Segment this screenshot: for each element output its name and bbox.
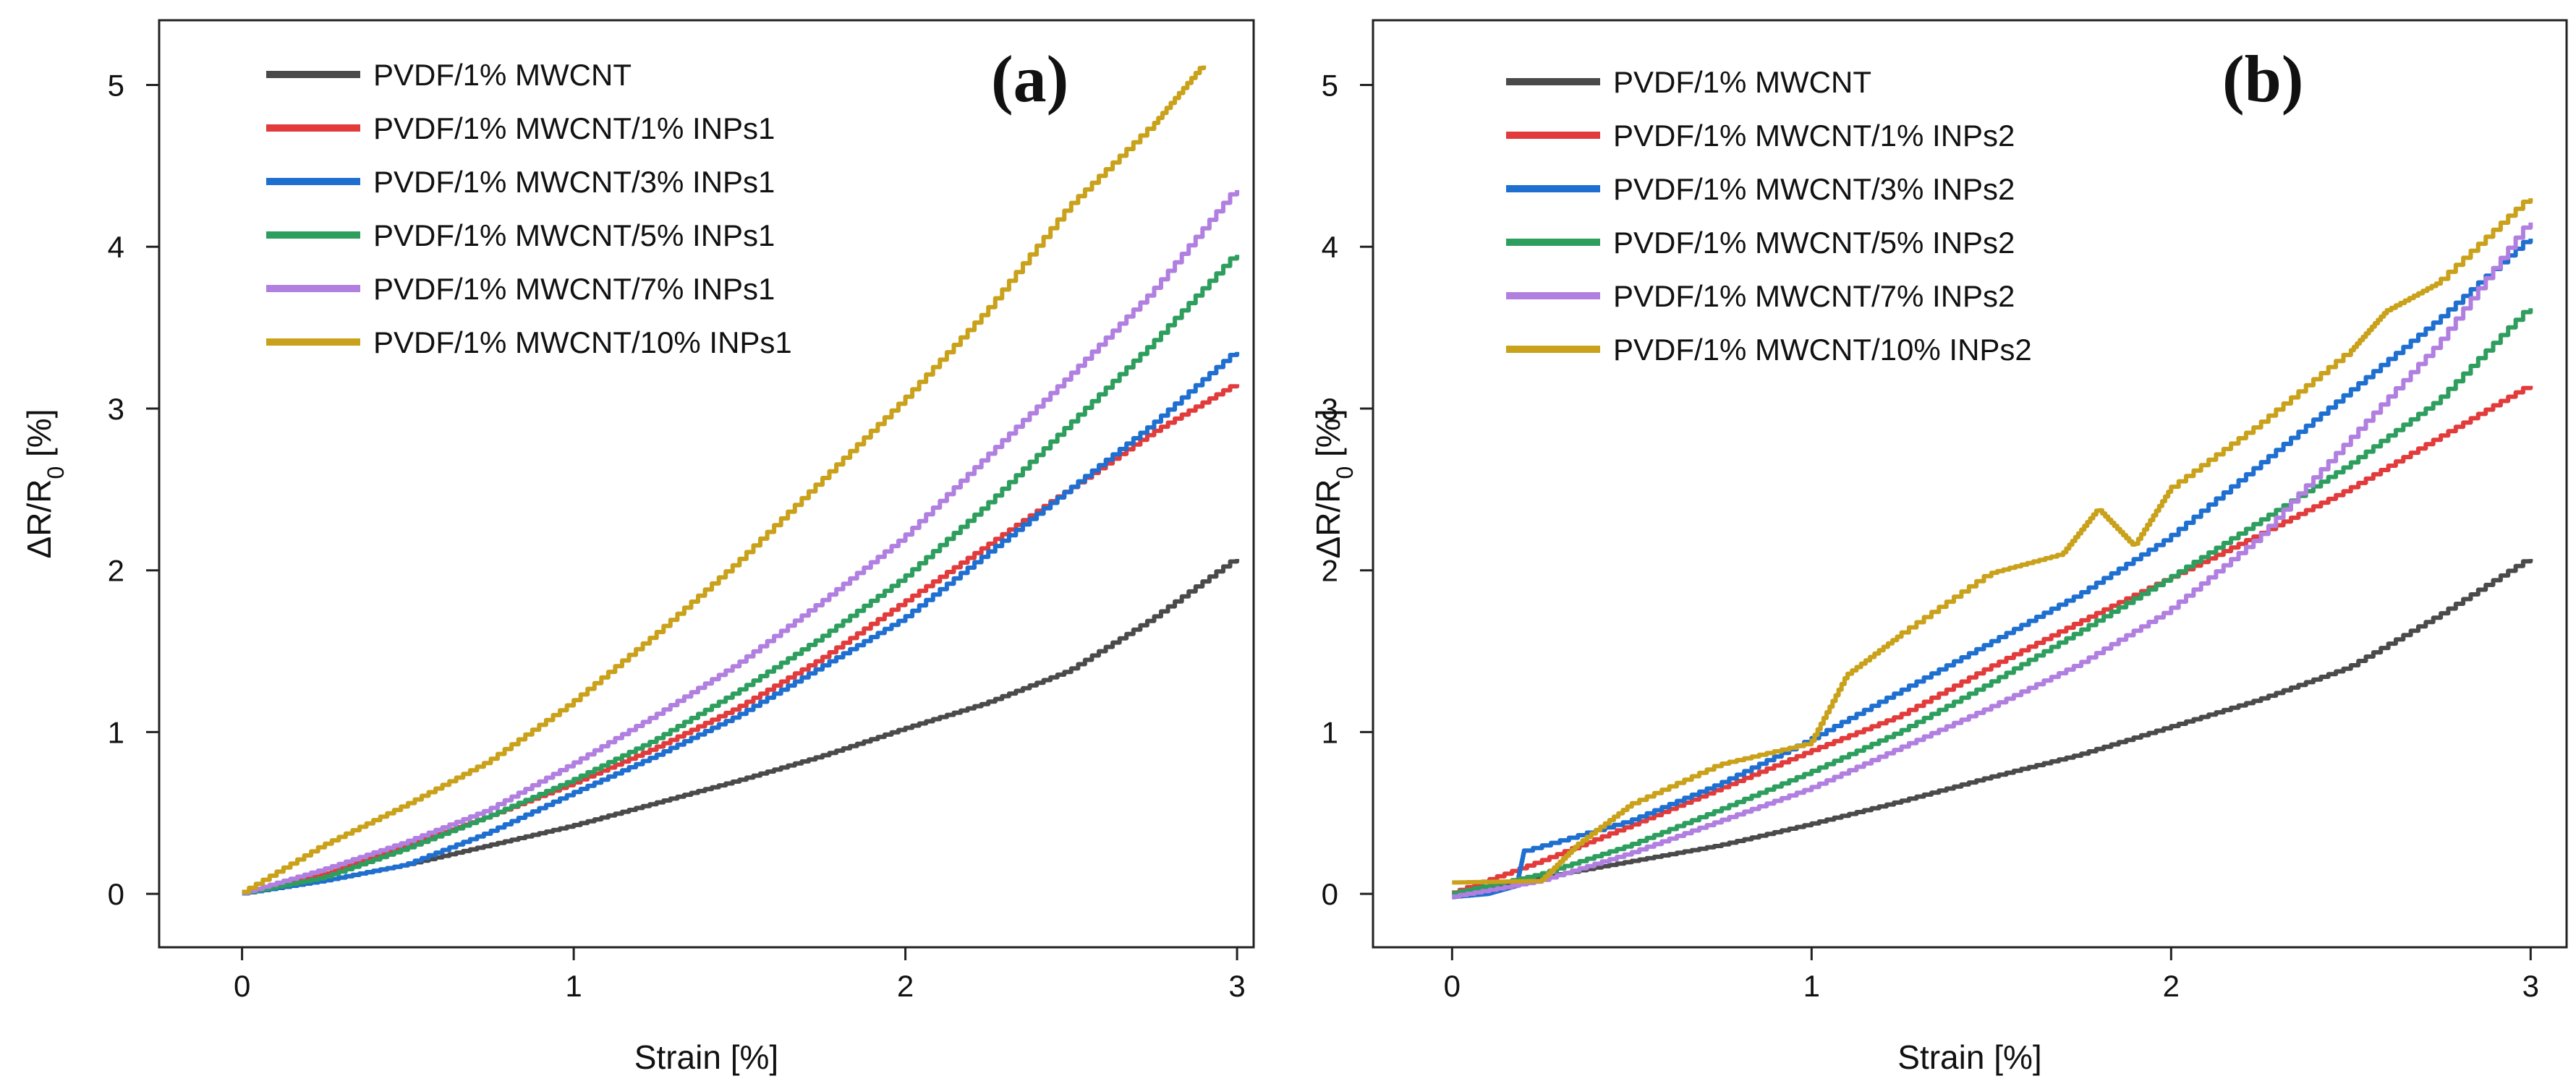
y-tick-label: 3 xyxy=(108,392,124,426)
legend: PVDF/1% MWCNT PVDF/1% MWCNT/1% INPs1 PVDF/… xyxy=(266,58,792,359)
y-axis-label-subscript: 0 xyxy=(43,466,69,479)
x-tick-label: 3 xyxy=(2522,969,2539,1003)
x-tick-label: 0 xyxy=(234,969,250,1003)
series-line-6 xyxy=(1452,198,2533,885)
x-tick-label: 0 xyxy=(1444,969,1461,1003)
legend-label: PVDF/1% MWCNT/7% INPs1 xyxy=(373,272,775,306)
series-line-1 xyxy=(1452,559,2533,896)
panel-label: (b) xyxy=(2222,42,2303,116)
series-line-3 xyxy=(1452,239,2533,900)
legend-label: PVDF/1% MWCNT/7% INPs2 xyxy=(1613,279,2015,313)
series-line-5 xyxy=(242,189,1240,895)
legend-label: PVDF/1% MWCNT xyxy=(373,58,632,92)
series-line-1 xyxy=(242,559,1240,896)
x-tick-label: 1 xyxy=(565,969,582,1003)
y-tick-label: 5 xyxy=(108,68,124,102)
x-tick-label: 3 xyxy=(1228,969,1245,1003)
plot-frame xyxy=(158,19,1255,949)
y-tick-label: 0 xyxy=(108,877,124,911)
legend-label: PVDF/1% MWCNT/10% INPs1 xyxy=(373,325,792,359)
series-line-4 xyxy=(242,255,1240,896)
series-line-2 xyxy=(242,384,1240,895)
legend-label: PVDF/1% MWCNT/3% INPs2 xyxy=(1613,172,2015,206)
y-axis-label-subscript: 0 xyxy=(1332,466,1358,479)
legend-label: PVDF/1% MWCNT/3% INPs1 xyxy=(373,165,775,199)
legend-label: PVDF/1% MWCNT xyxy=(1613,65,1871,99)
legend-label: PVDF/1% MWCNT/5% INPs1 xyxy=(373,218,775,252)
y-axis-label: ΔR/R0 [%] xyxy=(1309,409,1358,559)
y-tick-label: 0 xyxy=(1322,877,1338,911)
y-tick-label: 1 xyxy=(1322,715,1338,749)
series-line-5 xyxy=(1452,222,2533,899)
y-tick-label: 2 xyxy=(108,554,124,588)
x-axis-label: Strain [%] xyxy=(634,1038,778,1076)
y-axis-label-main: ΔR/R xyxy=(20,479,58,559)
x-tick-label: 1 xyxy=(1803,969,1820,1003)
y-tick-label: 1 xyxy=(108,715,124,749)
y-tick-label: 2 xyxy=(1322,554,1338,588)
y-tick-label: 4 xyxy=(1322,230,1338,264)
y-axis-label-main: ΔR/R xyxy=(1309,479,1347,559)
legend-label: PVDF/1% MWCNT/1% INPs1 xyxy=(373,111,775,145)
y-tick-label: 3 xyxy=(1322,392,1338,426)
y-axis-label-unit: [%] xyxy=(20,409,58,466)
y-tick-label: 5 xyxy=(1322,68,1338,102)
series-line-3 xyxy=(242,351,1240,896)
legend-label: PVDF/1% MWCNT/1% INPs2 xyxy=(1613,119,2015,153)
series-line-6 xyxy=(242,65,1207,894)
panel-label: (a) xyxy=(991,42,1068,116)
legend-label: PVDF/1% MWCNT/5% INPs2 xyxy=(1613,226,2015,260)
series-line-4 xyxy=(1452,308,2533,895)
y-axis-label-unit: [%] xyxy=(1309,409,1347,466)
x-tick-label: 2 xyxy=(2163,969,2180,1003)
y-axis-label: ΔR/R0 [%] xyxy=(20,409,69,559)
y-tick-label: 4 xyxy=(108,230,124,264)
legend: PVDF/1% MWCNT PVDF/1% MWCNT/1% INPs2 PVDF/… xyxy=(1506,65,2032,367)
plot-frame xyxy=(1372,19,2568,949)
legend-label: PVDF/1% MWCNT/10% INPs2 xyxy=(1613,333,2032,367)
x-tick-label: 2 xyxy=(897,969,914,1003)
x-axis-label: Strain [%] xyxy=(1897,1038,2041,1076)
